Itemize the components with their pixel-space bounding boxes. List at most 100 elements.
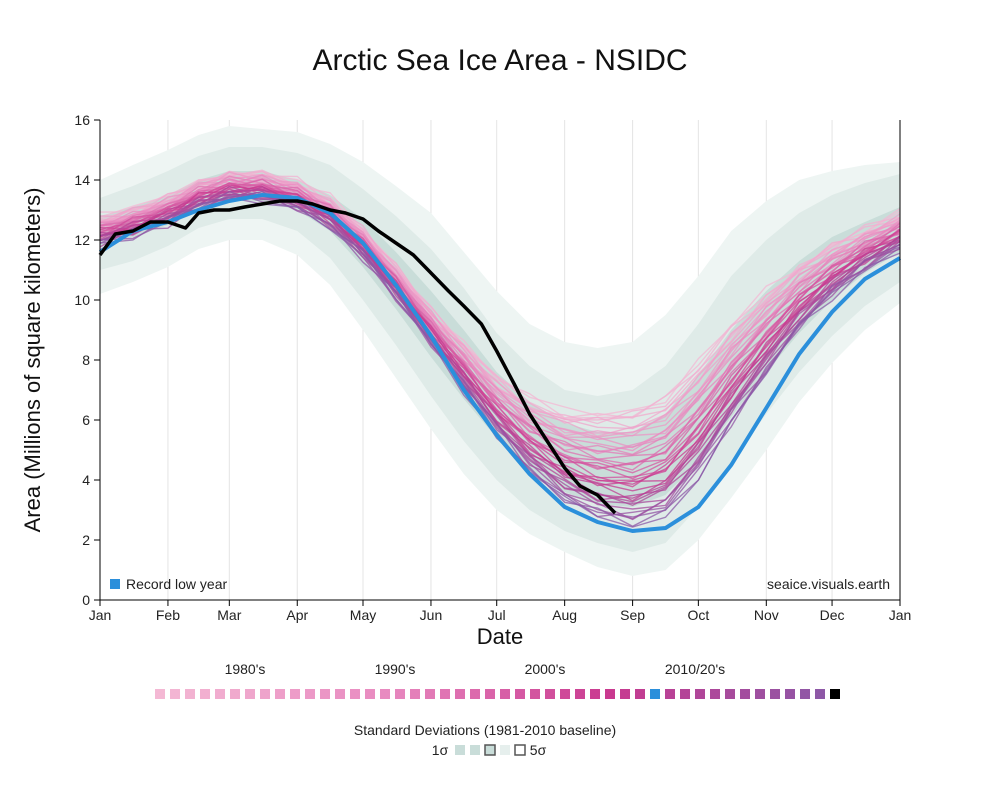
year-swatch[interactable] [755, 689, 765, 699]
year-swatch[interactable] [815, 689, 825, 699]
year-swatch[interactable] [215, 689, 225, 699]
year-swatch[interactable] [530, 689, 540, 699]
year-swatch[interactable] [365, 689, 375, 699]
year-swatch[interactable] [500, 689, 510, 699]
x-tick-label: Jan [889, 607, 912, 623]
year-swatches[interactable] [155, 689, 840, 699]
x-tick-label: Oct [687, 607, 709, 623]
year-swatch[interactable] [260, 689, 270, 699]
y-tick-label: 8 [82, 352, 90, 368]
historical-year-lines [99, 169, 901, 528]
source-credit: seaice.visuals.earth [767, 576, 890, 592]
year-swatch[interactable] [200, 689, 210, 699]
record-low-label: Record low year [126, 576, 227, 592]
highlighted-series [98, 192, 902, 534]
sd-legend-low-label: 1σ [432, 742, 449, 758]
sd-legend-high-label: 5σ [530, 742, 547, 758]
year-swatch[interactable] [425, 689, 435, 699]
x-tick-label: Mar [217, 607, 241, 623]
y-tick-label: 12 [74, 232, 90, 248]
year-swatch[interactable] [830, 689, 840, 699]
year-line [99, 171, 901, 437]
year-swatch[interactable] [560, 689, 570, 699]
year-swatch[interactable] [350, 689, 360, 699]
year-swatch[interactable] [785, 689, 795, 699]
x-tick-label: Feb [156, 607, 180, 623]
year-line [99, 186, 901, 501]
year-swatch[interactable] [680, 689, 690, 699]
y-axis-label: Area (Millions of square kilometers) [20, 188, 45, 533]
y-tick-label: 2 [82, 532, 90, 548]
sd-swatch-5[interactable] [514, 744, 526, 756]
decade-label-1980s: 1980's [225, 661, 266, 677]
year-swatch[interactable] [275, 689, 285, 699]
year-swatch[interactable] [440, 689, 450, 699]
sd-legend-title: Standard Deviations (1981-2010 baseline) [354, 722, 616, 738]
sd-legend: Standard Deviations (1981-2010 baseline)… [354, 722, 616, 758]
year-swatch[interactable] [665, 689, 675, 699]
year-swatch[interactable] [725, 689, 735, 699]
year-swatch[interactable] [740, 689, 750, 699]
year-swatch[interactable] [305, 689, 315, 699]
year-swatch[interactable] [470, 689, 480, 699]
x-tick-label: Aug [552, 607, 577, 623]
decade-label-2010s: 2010/20's [665, 661, 725, 677]
year-line [99, 190, 901, 528]
record-low-legend[interactable]: Record low year [110, 576, 227, 592]
year-swatch[interactable] [320, 689, 330, 699]
x-tick-label: Jun [420, 607, 443, 623]
year-line [99, 195, 901, 521]
y-tick-label: 16 [74, 112, 90, 128]
year-swatch[interactable] [485, 689, 495, 699]
year-swatch[interactable] [170, 689, 180, 699]
chart-title: Arctic Sea Ice Area - NSIDC [312, 44, 687, 77]
y-tick-label: 14 [74, 172, 90, 188]
x-tick-label: Nov [754, 607, 779, 623]
record-low-swatch [110, 579, 120, 589]
year-swatch[interactable] [695, 689, 705, 699]
year-swatch[interactable] [575, 689, 585, 699]
x-tick-label: Dec [820, 607, 845, 623]
year-swatch[interactable] [650, 689, 660, 699]
year-swatch[interactable] [380, 689, 390, 699]
year-swatch[interactable] [800, 689, 810, 699]
sd-swatch-1[interactable] [455, 745, 465, 755]
decade-label-1990s: 1990's [375, 661, 416, 677]
year-swatch[interactable] [455, 689, 465, 699]
y-tick-label: 0 [82, 592, 90, 608]
year-swatch[interactable] [770, 689, 780, 699]
year-swatch[interactable] [620, 689, 630, 699]
year-swatch[interactable] [395, 689, 405, 699]
x-tick-label: Jan [89, 607, 112, 623]
year-line [99, 188, 901, 502]
sd-swatch-4[interactable] [500, 745, 510, 755]
year-swatch[interactable] [605, 689, 615, 699]
year-swatch[interactable] [590, 689, 600, 699]
x-tick-label: Apr [286, 607, 308, 623]
year-swatch[interactable] [635, 689, 645, 699]
current-year-line [98, 199, 617, 515]
y-tick-label: 6 [82, 412, 90, 428]
x-axis-label: Date [477, 624, 523, 649]
x-tick-label: May [350, 607, 376, 623]
x-tick-label: Sep [620, 607, 645, 623]
record-low-line [98, 192, 902, 534]
year-swatch[interactable] [335, 689, 345, 699]
year-swatch[interactable] [155, 689, 165, 699]
decade-legend: 1980's 1990's 2000's 2010/20's [155, 661, 840, 699]
year-swatch[interactable] [515, 689, 525, 699]
decade-label-2000s: 2000's [525, 661, 566, 677]
sd-swatch-2[interactable] [470, 745, 480, 755]
year-swatch[interactable] [185, 689, 195, 699]
year-swatch[interactable] [245, 689, 255, 699]
year-swatch[interactable] [410, 689, 420, 699]
year-swatch[interactable] [290, 689, 300, 699]
year-swatch[interactable] [230, 689, 240, 699]
sd-swatch-3[interactable] [484, 744, 496, 756]
axes: 0 2 4 6 8 10 12 14 16 Jan Feb Mar Apr May Jun Jul Aug Sep… [74, 112, 911, 623]
y-tick-label: 4 [82, 472, 90, 488]
y-tick-label: 10 [74, 292, 90, 308]
year-swatch[interactable] [710, 689, 720, 699]
year-swatch[interactable] [545, 689, 555, 699]
